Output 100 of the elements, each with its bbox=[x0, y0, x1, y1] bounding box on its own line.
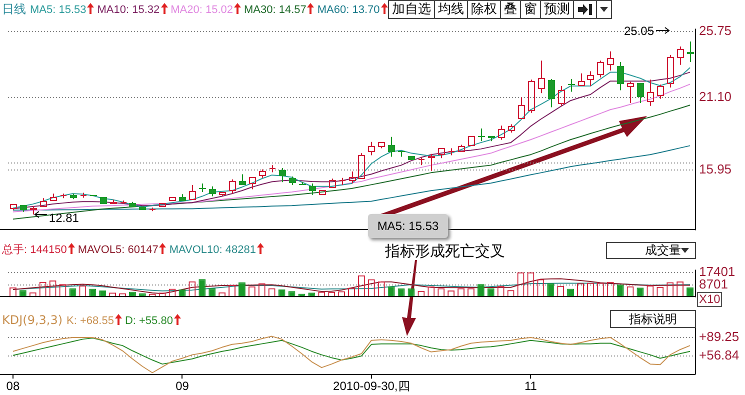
candlestick bbox=[289, 176, 296, 186]
candlestick bbox=[60, 194, 67, 199]
text: MAVOL10: 48281 bbox=[169, 244, 256, 256]
candlestick bbox=[279, 168, 286, 183]
candlestick bbox=[358, 152, 365, 179]
candlestick bbox=[199, 183, 206, 193]
candlestick bbox=[368, 141, 375, 156]
y-tick-label: 17401 bbox=[699, 264, 736, 279]
candlestick bbox=[478, 128, 485, 142]
text: MAVOL5: 60147 bbox=[78, 244, 158, 256]
candlestick bbox=[488, 136, 495, 142]
text: 总手: 144150 bbox=[2, 244, 67, 256]
chart-title: KDJ(9,3,3) bbox=[2, 313, 63, 327]
candlestick bbox=[498, 125, 505, 140]
candlestick bbox=[548, 78, 555, 108]
candlestick bbox=[408, 156, 415, 160]
x-tick-label: 11 bbox=[524, 379, 538, 394]
candlestick bbox=[309, 183, 316, 196]
annotation: 12.81 bbox=[48, 210, 80, 225]
y-tick-label: 15.95 bbox=[699, 162, 732, 177]
candlestick bbox=[120, 200, 127, 205]
text: MA20: 15.02 bbox=[170, 4, 234, 16]
candlestick bbox=[319, 190, 326, 195]
text: 均线 bbox=[435, 0, 468, 19]
candlestick bbox=[568, 78, 575, 92]
candlestick bbox=[428, 153, 435, 172]
candlestick bbox=[448, 148, 455, 156]
text: 预测 bbox=[541, 0, 574, 19]
text: MA60: 13.70 bbox=[317, 4, 380, 16]
text: 叠 bbox=[501, 0, 521, 19]
candlestick bbox=[259, 168, 266, 178]
candlestick bbox=[508, 124, 515, 134]
candlestick bbox=[110, 199, 117, 204]
candlestick bbox=[687, 41, 694, 63]
x-tick-label: 09 bbox=[176, 379, 190, 394]
text: 除权 bbox=[468, 0, 501, 19]
candlestick bbox=[647, 79, 654, 106]
candlestick bbox=[179, 194, 186, 201]
candlestick bbox=[518, 96, 525, 119]
annotation: 指标说明 bbox=[610, 310, 696, 328]
annotation: 25.05 bbox=[624, 24, 654, 38]
candlestick bbox=[468, 136, 475, 146]
bar bbox=[547, 283, 554, 298]
candlestick bbox=[299, 182, 306, 185]
candlestick bbox=[249, 177, 256, 190]
candlestick bbox=[677, 46, 684, 66]
candlestick bbox=[578, 72, 585, 86]
candlestick bbox=[458, 144, 465, 152]
y-tick-label: 21.10 bbox=[699, 88, 732, 104]
candlestick bbox=[100, 197, 107, 204]
text: MA30: 14.57 bbox=[244, 4, 306, 16]
candlestick bbox=[558, 86, 565, 106]
candlestick bbox=[329, 178, 336, 188]
candlestick bbox=[528, 79, 535, 114]
candlestick bbox=[30, 206, 37, 216]
candlestick bbox=[229, 178, 236, 194]
candlestick bbox=[339, 177, 346, 186]
candlestick bbox=[50, 193, 57, 201]
candlestick bbox=[169, 197, 176, 201]
candlestick bbox=[597, 60, 604, 78]
candlestick bbox=[189, 184, 196, 200]
candlestick bbox=[388, 136, 395, 158]
candlestick bbox=[657, 84, 664, 100]
candlestick bbox=[627, 81, 634, 104]
candlestick bbox=[617, 62, 624, 91]
x-tick-label: 08 bbox=[6, 379, 20, 394]
candlestick bbox=[667, 54, 674, 88]
text: MA5: 15.53 bbox=[30, 4, 86, 16]
text: 成交量 bbox=[645, 243, 681, 258]
y-tick-label: +56.84 bbox=[699, 348, 740, 363]
candlestick bbox=[398, 151, 405, 158]
candlestick bbox=[538, 60, 545, 94]
bar bbox=[238, 282, 246, 298]
text: MA10: 15.32 bbox=[97, 4, 160, 16]
candlestick bbox=[349, 171, 356, 184]
annotation: MA5: 15.53 bbox=[368, 214, 448, 238]
text: 窗 bbox=[521, 0, 541, 19]
x-tick-label: 2010-09-30,四 bbox=[333, 379, 410, 394]
candlestick bbox=[149, 207, 156, 212]
candlestick bbox=[40, 198, 47, 207]
candlestick bbox=[637, 83, 644, 104]
candlestick bbox=[139, 207, 146, 210]
series-label: D: +55.80 bbox=[124, 315, 173, 327]
text: 加自选 bbox=[389, 0, 435, 19]
candlestick bbox=[438, 148, 445, 159]
candlestick bbox=[20, 205, 27, 212]
y-tick-label: 25.75 bbox=[699, 23, 732, 38]
y-tick-label: 8701 bbox=[699, 276, 728, 292]
series-label: K: +68.55 bbox=[66, 315, 114, 327]
text: X10 bbox=[697, 292, 722, 307]
candlestick bbox=[129, 201, 136, 207]
bar bbox=[198, 279, 206, 298]
candlestick bbox=[239, 174, 246, 185]
text: 指标形成死亡交叉 bbox=[385, 242, 505, 260]
candlestick bbox=[219, 192, 226, 197]
candlestick bbox=[269, 164, 276, 173]
candlestick bbox=[418, 156, 425, 166]
chart-title: 日线 bbox=[2, 2, 26, 16]
candlestick bbox=[209, 186, 216, 197]
candlestick bbox=[607, 50, 614, 71]
